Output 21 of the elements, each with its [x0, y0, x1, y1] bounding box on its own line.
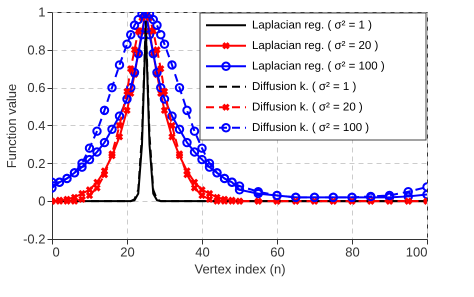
y-tick-label: 0.8 [27, 42, 46, 58]
y-tick-label: 1 [38, 4, 46, 20]
y-tick-label: 0.4 [27, 118, 46, 133]
x-tick-label: 20 [120, 244, 135, 260]
y-tick-label: -0.2 [23, 232, 46, 246]
legend-label: Laplacian reg. ( σ² = 100 ) [252, 60, 385, 72]
legend-label: Laplacian reg. ( σ² = 1 ) [252, 19, 372, 32]
y-tick-label: 0.2 [27, 156, 46, 171]
legend-label: Diffusion k. ( σ² = 1 ) [252, 80, 357, 93]
x-axis-title: Vertex index (n) [194, 262, 286, 276]
x-tick-label: 60 [270, 244, 285, 260]
x-tick-label: 40 [195, 244, 210, 260]
legend-label: Diffusion k. ( σ² = 100 ) [252, 122, 370, 134]
y-tick-label: 0.6 [27, 80, 46, 96]
legend-label: Laplacian reg. ( σ² = 20 ) [252, 40, 378, 52]
x-tick-label: 0 [52, 244, 60, 260]
x-tick-label: 100 [406, 244, 428, 260]
y-axis-title: Function value [4, 84, 20, 168]
y-tick-label: 0 [38, 194, 46, 209]
legend-label: Diffusion k. ( σ² = 20 ) [252, 101, 363, 114]
x-tick-label: 80 [345, 244, 360, 260]
